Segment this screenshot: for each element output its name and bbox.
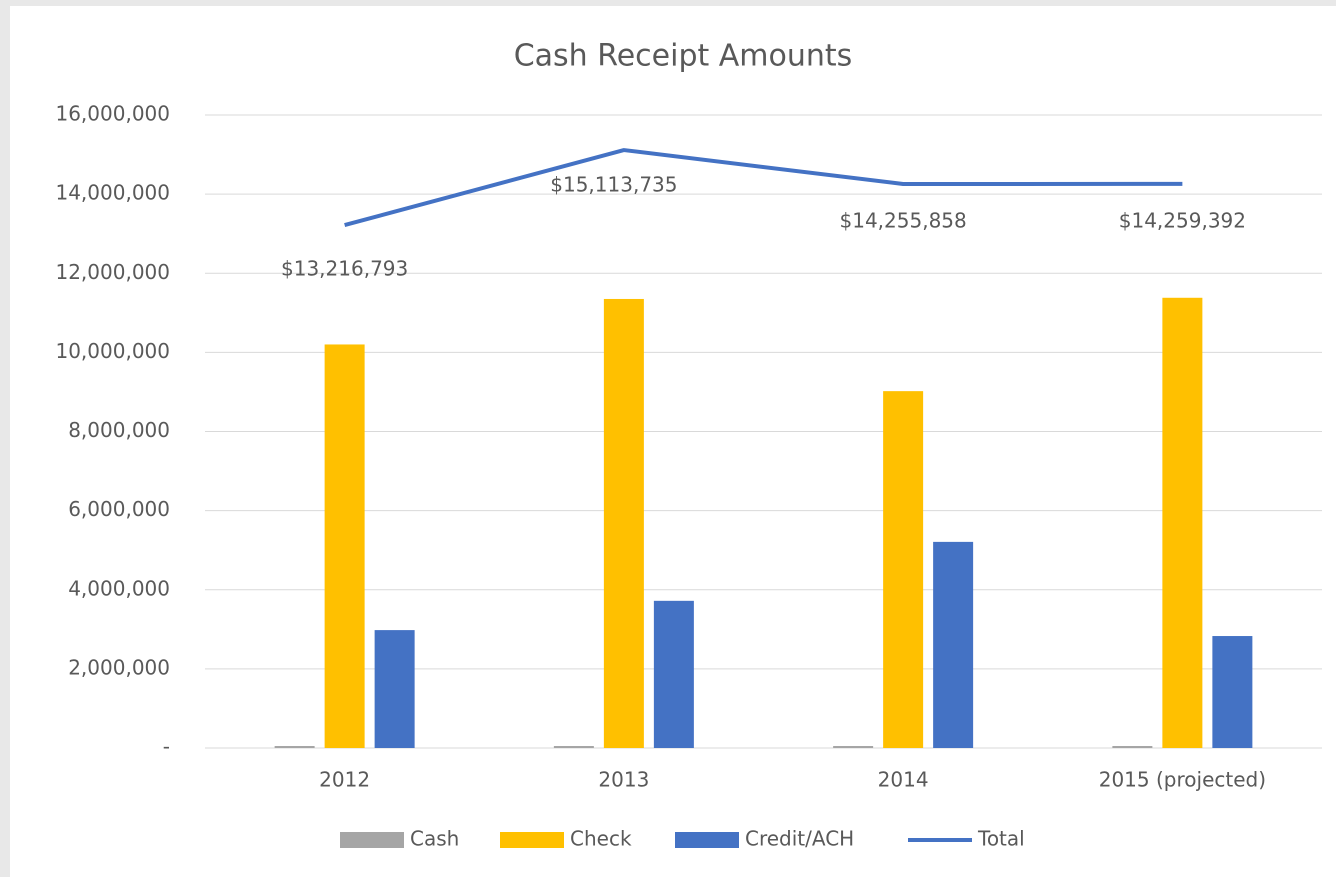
bar bbox=[274, 746, 315, 748]
bar bbox=[1112, 746, 1153, 748]
y-tick-label: 16,000,000 bbox=[55, 102, 170, 126]
bar bbox=[833, 746, 874, 748]
y-tick-label: 4,000,000 bbox=[68, 576, 170, 600]
line bbox=[344, 148, 1183, 228]
legend-label: Total bbox=[977, 827, 1025, 851]
data-label: $15,113,735 bbox=[550, 173, 677, 197]
legend-swatch bbox=[675, 832, 739, 848]
bar bbox=[653, 600, 694, 748]
legend-swatch bbox=[340, 832, 404, 848]
y-tick-label: 14,000,000 bbox=[55, 181, 170, 205]
y-tick-label: - bbox=[163, 735, 170, 759]
bar bbox=[933, 541, 974, 748]
bar bbox=[324, 344, 365, 748]
chart-title: Cash Receipt Amounts bbox=[514, 39, 853, 74]
legend-swatch bbox=[500, 832, 564, 848]
bar bbox=[883, 391, 924, 748]
legend-label: Credit/ACH bbox=[745, 827, 854, 851]
x-tick-label: 2015 (projected) bbox=[1099, 768, 1266, 792]
bar bbox=[374, 630, 415, 748]
bar bbox=[603, 298, 644, 748]
x-tick-label: 2013 bbox=[598, 768, 649, 792]
y-tick-label: 6,000,000 bbox=[68, 497, 170, 521]
bar bbox=[553, 746, 594, 748]
x-tick-label: 2012 bbox=[319, 768, 370, 792]
legend-label: Cash bbox=[410, 827, 459, 851]
data-label: $14,255,858 bbox=[840, 209, 967, 233]
y-tick-label: 2,000,000 bbox=[68, 655, 170, 679]
y-tick-label: 12,000,000 bbox=[55, 260, 170, 284]
legend-label: Check bbox=[570, 827, 632, 851]
bar bbox=[1162, 297, 1203, 748]
x-tick-label: 2014 bbox=[878, 768, 929, 792]
y-tick-label: 10,000,000 bbox=[55, 339, 170, 363]
data-label: $13,216,793 bbox=[281, 257, 408, 281]
bar bbox=[1212, 636, 1253, 748]
data-label: $14,259,392 bbox=[1119, 208, 1246, 232]
y-tick-label: 8,000,000 bbox=[68, 418, 170, 442]
